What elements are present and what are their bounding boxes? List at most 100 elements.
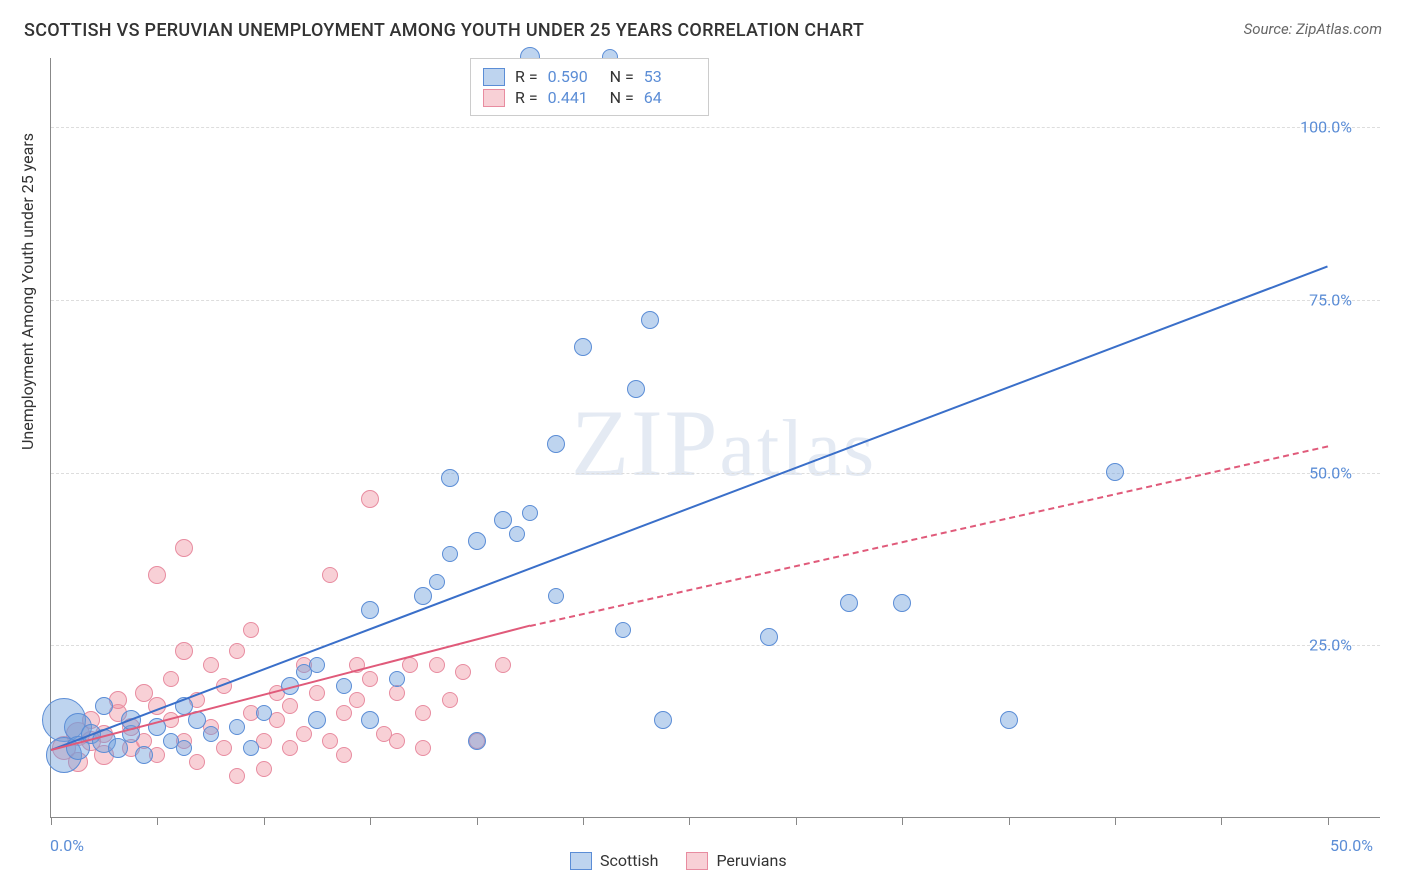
x-tick xyxy=(1009,817,1010,825)
data-point xyxy=(547,435,565,453)
legend-swatch-scottish xyxy=(483,68,505,86)
data-point xyxy=(362,671,378,687)
chart-container: SCOTTISH VS PERUVIAN UNEMPLOYMENT AMONG … xyxy=(0,0,1406,892)
x-tick xyxy=(51,817,52,825)
data-point xyxy=(309,657,325,673)
legend-r-label: R = xyxy=(515,88,538,107)
gridline xyxy=(51,127,1380,128)
data-point xyxy=(455,664,471,680)
data-point xyxy=(176,740,192,756)
gridline xyxy=(51,300,1380,301)
data-point xyxy=(135,746,153,764)
data-point xyxy=(389,671,405,687)
data-point xyxy=(760,628,778,646)
y-tick-label: 100.0% xyxy=(1300,118,1352,137)
data-point xyxy=(654,711,672,729)
data-point xyxy=(548,588,564,604)
data-point xyxy=(175,539,193,557)
gridline xyxy=(51,645,1380,646)
y-tick-label: 50.0% xyxy=(1309,463,1352,482)
y-tick-label: 75.0% xyxy=(1309,290,1352,309)
legend-n-value-peruvian: 64 xyxy=(644,88,696,107)
data-point xyxy=(308,711,326,729)
data-point xyxy=(494,511,512,529)
x-tick xyxy=(370,817,371,825)
watermark: ZIPatlas xyxy=(571,388,876,498)
source-attribution: Source: ZipAtlas.com xyxy=(1244,20,1382,38)
x-tick xyxy=(1221,817,1222,825)
data-point xyxy=(429,657,445,673)
legend-item-peruvian: Peruvians xyxy=(686,851,786,870)
data-point xyxy=(1000,711,1018,729)
plot-area: ZIPatlas 25.0% 50.0% 75.0% 100.0% xyxy=(50,58,1380,818)
data-point xyxy=(296,726,312,742)
x-tick xyxy=(477,817,478,825)
legend-item-scottish: Scottish xyxy=(570,851,658,870)
data-point xyxy=(627,380,645,398)
data-point xyxy=(441,469,459,487)
data-point xyxy=(414,587,432,605)
legend-r-value-scottish: 0.590 xyxy=(548,67,600,86)
x-tick xyxy=(689,817,690,825)
data-point xyxy=(336,678,352,694)
data-point xyxy=(1106,463,1124,481)
data-point xyxy=(309,685,325,701)
series-legend: Scottish Peruvians xyxy=(570,851,787,870)
trend-line xyxy=(51,265,1329,751)
data-point xyxy=(243,622,259,638)
data-point xyxy=(468,732,486,750)
data-point xyxy=(361,601,379,619)
y-tick-label: 25.0% xyxy=(1309,636,1352,655)
data-point xyxy=(256,761,272,777)
data-point xyxy=(442,546,458,562)
trend-line xyxy=(51,625,530,751)
data-point xyxy=(189,754,205,770)
data-point xyxy=(361,490,379,508)
data-point xyxy=(840,594,858,612)
x-tick xyxy=(583,817,584,825)
data-point xyxy=(468,532,486,550)
data-point xyxy=(282,740,298,756)
data-point xyxy=(95,697,113,715)
x-tick-label: 0.0% xyxy=(50,836,84,855)
legend-label-scottish: Scottish xyxy=(600,851,658,870)
data-point xyxy=(402,657,418,673)
y-axis-label: Unemployment Among Youth under 25 years xyxy=(18,133,37,450)
data-point xyxy=(282,698,298,714)
legend-swatch-peruvian xyxy=(686,852,708,870)
legend-n-value-scottish: 53 xyxy=(644,67,696,86)
data-point xyxy=(243,740,259,756)
data-point xyxy=(336,747,352,763)
data-point xyxy=(163,671,179,687)
legend-swatch-peruvian xyxy=(483,89,505,107)
data-point xyxy=(322,733,338,749)
data-point xyxy=(389,733,405,749)
x-tick xyxy=(796,817,797,825)
chart-title: SCOTTISH VS PERUVIAN UNEMPLOYMENT AMONG … xyxy=(24,20,864,41)
data-point xyxy=(203,657,219,673)
data-point xyxy=(229,719,245,735)
legend-row-peruvian: R = 0.441 N = 64 xyxy=(483,88,696,107)
x-tick xyxy=(902,817,903,825)
x-tick xyxy=(264,817,265,825)
data-point xyxy=(415,705,431,721)
correlation-legend: R = 0.590 N = 53 R = 0.441 N = 64 xyxy=(470,58,709,116)
data-point xyxy=(522,505,538,521)
data-point xyxy=(256,705,272,721)
data-point xyxy=(216,740,232,756)
legend-label-peruvian: Peruvians xyxy=(716,851,786,870)
data-point xyxy=(442,692,458,708)
legend-r-label: R = xyxy=(515,67,538,86)
data-point xyxy=(615,622,631,638)
data-point xyxy=(229,768,245,784)
data-point xyxy=(574,338,592,356)
legend-row-scottish: R = 0.590 N = 53 xyxy=(483,67,696,86)
x-tick xyxy=(157,817,158,825)
data-point xyxy=(429,574,445,590)
data-point xyxy=(415,740,431,756)
data-point xyxy=(893,594,911,612)
data-point xyxy=(361,711,379,729)
x-tick xyxy=(1115,817,1116,825)
data-point xyxy=(509,526,525,542)
data-point xyxy=(641,311,659,329)
